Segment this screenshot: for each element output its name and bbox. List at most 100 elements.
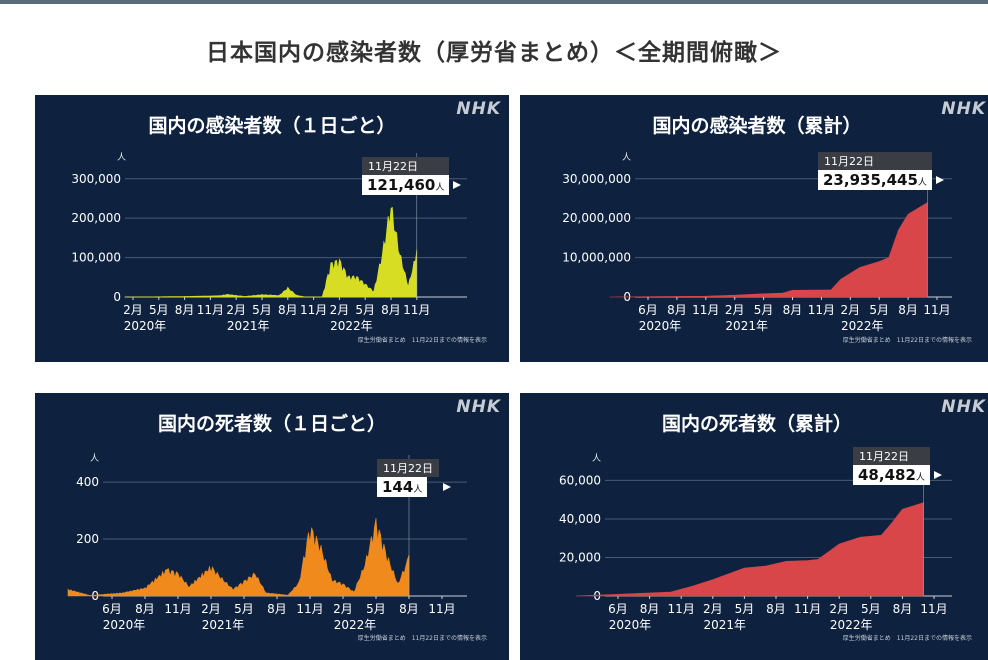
y-unit-label: 人 bbox=[622, 153, 632, 163]
source-note: 厚生労働省まとめ 11月22日までの情報を表示 bbox=[357, 337, 487, 344]
series-area bbox=[124, 206, 418, 298]
page-title: 日本国内の感染者数（厚労省まとめ）＜全期間俯瞰＞ bbox=[206, 40, 782, 66]
year-label: 2020年 bbox=[609, 618, 652, 632]
callout-value-box: 121,460人 bbox=[362, 175, 450, 195]
x-tick-label: 6月 bbox=[608, 602, 628, 616]
x-tick-label: 5月 bbox=[355, 303, 375, 317]
x-tick-label: 2月 bbox=[123, 303, 143, 317]
y-tick-label: 20,000,000 bbox=[562, 211, 631, 225]
x-tick-label: 5月 bbox=[149, 303, 169, 317]
top-accent-bar bbox=[0, 0, 988, 4]
y-tick-label: 20,000 bbox=[559, 550, 601, 564]
x-tick-label: 11月 bbox=[300, 303, 327, 317]
callout-value-box: 144人 bbox=[377, 477, 428, 497]
x-tick-label: 5月 bbox=[234, 602, 254, 616]
nhk-logo: NHK bbox=[941, 99, 986, 119]
nhk-logo: NHK bbox=[456, 397, 501, 417]
series-area bbox=[575, 502, 924, 597]
source-note: 厚生労働省まとめ 11月22日までの情報を表示 bbox=[357, 635, 487, 642]
y-tick-label: 200 bbox=[76, 532, 99, 546]
x-tick-label: 8月 bbox=[667, 303, 687, 317]
y-tick-label: 400 bbox=[76, 475, 99, 489]
callout-date: 11月22日 bbox=[853, 447, 930, 465]
x-tick-label: 11月 bbox=[197, 303, 224, 317]
nhk-logo: NHK bbox=[941, 397, 986, 417]
callout-date: 11月22日 bbox=[377, 459, 439, 477]
x-tick-label: 11月 bbox=[428, 602, 455, 616]
source-note: 厚生労働省まとめ 11月22日までの情報を表示 bbox=[842, 635, 972, 642]
chart-panel-cumulative-cases: 国内の感染者数（累計） NHK 人 0 10,000,000 20,000,000 3… bbox=[520, 95, 988, 362]
y-tick-label: 300,000 bbox=[71, 172, 121, 186]
chart-panel-daily-cases: 国内の感染者数（１日ごと） NHK 人 0 100,000 200,000 300,0… bbox=[35, 95, 509, 362]
series-area bbox=[609, 202, 928, 298]
callout-pointer-icon bbox=[453, 181, 462, 189]
callout-unit: 人 bbox=[915, 473, 925, 483]
x-tick-label: 8月 bbox=[640, 602, 660, 616]
x-tick-label: 8月 bbox=[898, 303, 918, 317]
year-label: 2021年 bbox=[725, 319, 768, 333]
chart-svg: 02004006月8月11月2月5月8月11月2月5月8月11月2020年202… bbox=[67, 455, 467, 632]
y-tick-label: 100,000 bbox=[71, 251, 121, 265]
x-tick-label: 8月 bbox=[893, 602, 913, 616]
latest-value-callout: 11月22日 48,482人 bbox=[853, 447, 942, 485]
chart-panel-cumulative-deaths: 国内の死者数（累計） NHK 人 020,00040,00060,0006月8月… bbox=[520, 393, 988, 660]
y-unit-label: 人 bbox=[117, 153, 127, 163]
y-tick-label: 40,000 bbox=[559, 512, 601, 526]
latest-value-callout: 11月22日 144人 bbox=[377, 459, 451, 497]
x-tick-label: 11月 bbox=[808, 303, 835, 317]
x-tick-label: 2月 bbox=[333, 602, 353, 616]
x-tick-label: 5月 bbox=[366, 602, 386, 616]
callout-value-box: 48,482人 bbox=[853, 465, 930, 485]
year-label: 2020年 bbox=[124, 319, 167, 333]
callout-unit: 人 bbox=[413, 485, 423, 495]
x-tick-label: 5月 bbox=[861, 602, 881, 616]
callout-value-box: 23,935,445人 bbox=[818, 170, 932, 190]
x-tick-label: 8月 bbox=[783, 303, 803, 317]
year-label: 2020年 bbox=[639, 319, 682, 333]
x-tick-label: 8月 bbox=[135, 602, 155, 616]
latest-value-callout: 11月22日 23,935,445人 bbox=[818, 152, 944, 190]
x-tick-label: 8月 bbox=[267, 602, 287, 616]
callout-value: 48,482 bbox=[858, 466, 916, 484]
year-label: 2020年 bbox=[103, 618, 146, 632]
year-label: 2021年 bbox=[704, 618, 747, 632]
x-tick-label: 11月 bbox=[923, 303, 950, 317]
x-tick-label: 11月 bbox=[668, 602, 695, 616]
x-tick-label: 11月 bbox=[296, 602, 323, 616]
year-label: 2022年 bbox=[830, 618, 873, 632]
x-tick-label: 2月 bbox=[840, 303, 860, 317]
series-area bbox=[67, 518, 410, 597]
year-label: 2021年 bbox=[227, 319, 270, 333]
x-tick-label: 8月 bbox=[766, 602, 786, 616]
chart-title: 国内の死者数（１日ごと） bbox=[157, 413, 386, 435]
y-tick-label: 30,000,000 bbox=[562, 172, 631, 186]
x-tick-label: 5月 bbox=[735, 602, 755, 616]
year-label: 2022年 bbox=[330, 319, 373, 333]
x-tick-label: 2月 bbox=[703, 602, 723, 616]
callout-value: 144 bbox=[382, 478, 414, 496]
y-unit-label: 人 bbox=[592, 454, 602, 464]
y-tick-label: 60,000 bbox=[559, 473, 601, 487]
callout-value: 23,935,445 bbox=[823, 171, 918, 189]
latest-value-callout: 11月22日 121,460人 bbox=[362, 157, 462, 195]
source-note: 厚生労働省まとめ 11月22日までの情報を表示 bbox=[842, 337, 972, 344]
x-tick-label: 11月 bbox=[794, 602, 821, 616]
chart-title: 国内の死者数（累計） bbox=[661, 413, 852, 435]
nhk-logo: NHK bbox=[456, 99, 501, 119]
callout-unit: 人 bbox=[435, 183, 445, 193]
chart-svg: 020,00040,00060,0006月8月11月2月5月8月11月2月5月8… bbox=[559, 455, 952, 632]
callout-unit: 人 bbox=[917, 178, 927, 188]
x-tick-label: 8月 bbox=[278, 303, 298, 317]
x-tick-label: 6月 bbox=[638, 303, 658, 317]
year-label: 2021年 bbox=[202, 618, 245, 632]
y-tick-label: 200,000 bbox=[71, 211, 121, 225]
x-tick-label: 11月 bbox=[692, 303, 719, 317]
callout-pointer-icon bbox=[933, 471, 942, 479]
y-unit-label: 人 bbox=[90, 454, 100, 464]
chart-title: 国内の感染者数（１日ごと） bbox=[148, 115, 396, 137]
chart-panel-daily-deaths: 国内の死者数（１日ごと） NHK 人 02004006月8月11月2月5月8月1… bbox=[35, 393, 509, 660]
x-tick-label: 11月 bbox=[920, 602, 947, 616]
y-tick-label: 10,000,000 bbox=[562, 251, 631, 265]
